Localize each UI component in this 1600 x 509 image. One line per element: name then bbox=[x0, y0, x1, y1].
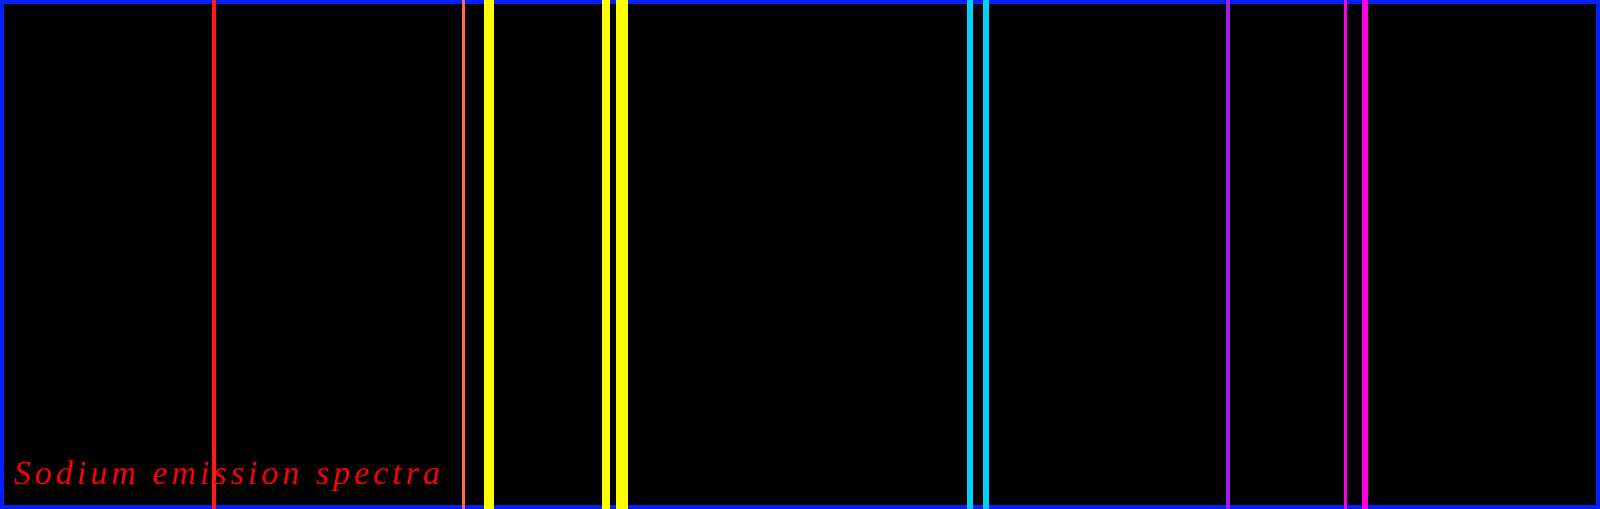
spectral-line-5 bbox=[967, 0, 973, 509]
caption-text: Sodium emission spectra bbox=[14, 455, 444, 493]
spectral-line-4 bbox=[616, 0, 628, 509]
spectral-line-9 bbox=[1362, 0, 1368, 509]
spectral-line-2 bbox=[484, 0, 494, 509]
spectral-line-1 bbox=[462, 0, 465, 509]
spectral-line-7 bbox=[1226, 0, 1230, 509]
spectral-line-6 bbox=[983, 0, 989, 509]
spectral-line-3 bbox=[602, 0, 610, 509]
spectral-line-0 bbox=[212, 0, 216, 509]
spectrum-frame bbox=[0, 0, 1600, 509]
spectral-line-8 bbox=[1344, 0, 1347, 509]
